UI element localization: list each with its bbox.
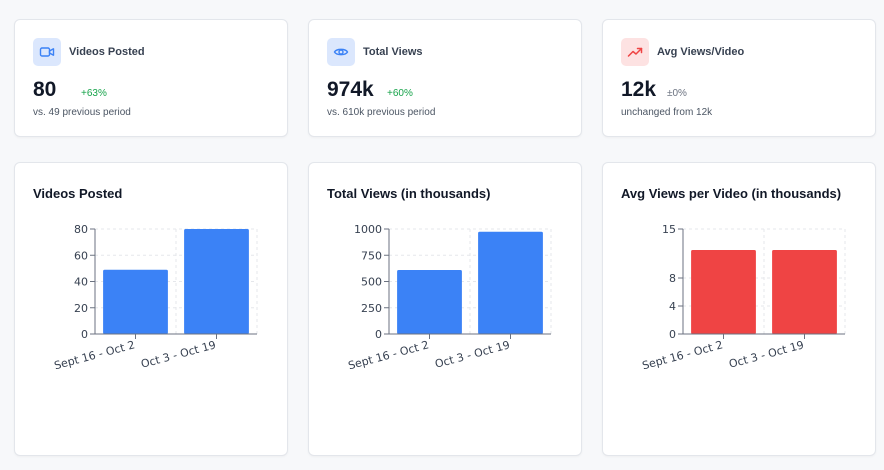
y-tick-label: 500 bbox=[361, 276, 382, 289]
y-tick-label: 80 bbox=[74, 223, 88, 236]
y-tick-label: 20 bbox=[74, 302, 88, 315]
stat-change: +63% bbox=[81, 88, 107, 99]
total-views-chart: 0 250 500 750 1000 Sept 16 - Oct 2 Oct 3 - Oct… bbox=[347, 223, 552, 372]
x-tick-label: Oct 3 - Oct 19 bbox=[140, 338, 218, 370]
y-tick-label: 750 bbox=[361, 249, 382, 262]
y-tick-label: 4 bbox=[669, 300, 676, 313]
stat-value: 974k bbox=[327, 78, 374, 101]
x-tick-label: Sept 16 - Oct 2 bbox=[53, 338, 137, 372]
eye-icon bbox=[333, 48, 349, 56]
bar bbox=[397, 269, 462, 334]
y-tick-label: 250 bbox=[361, 302, 382, 315]
bar bbox=[691, 250, 756, 334]
chart-title: Total Views (in thousands) bbox=[327, 186, 491, 201]
y-tick-label: 1000 bbox=[354, 223, 382, 236]
trend-up-icon bbox=[627, 47, 643, 57]
chart-title: Videos Posted bbox=[33, 186, 123, 201]
x-tick-label: Sept 16 - Oct 2 bbox=[641, 338, 725, 372]
chart-card-videos-posted: Videos Posted 0 20 40 60 80 Sept 16 - Oct 2 Oc… bbox=[14, 162, 288, 456]
x-tick-label: Oct 3 - Oct 19 bbox=[434, 338, 512, 370]
y-tick-label: 0 bbox=[81, 328, 88, 341]
x-tick-label: Sept 16 - Oct 2 bbox=[347, 338, 431, 372]
x-tick-label: Oct 3 - Oct 19 bbox=[728, 338, 806, 370]
stat-change: +60% bbox=[387, 88, 413, 99]
bar bbox=[184, 229, 249, 334]
stat-label: Total Views bbox=[363, 46, 423, 58]
y-tick-label: 40 bbox=[74, 276, 88, 289]
chart-title: Avg Views per Video (in thousands) bbox=[621, 186, 842, 201]
y-tick-label: 15 bbox=[662, 223, 676, 236]
bar bbox=[772, 250, 837, 334]
stat-value: 12k bbox=[621, 78, 657, 101]
stat-subtext: vs. 49 previous period bbox=[33, 107, 131, 118]
stat-card-avg-views: Avg Views/Video 12k ±0% unchanged from 1… bbox=[602, 19, 876, 137]
video-icon-box bbox=[33, 38, 61, 66]
bar bbox=[103, 269, 168, 334]
chart-card-total-views: Total Views (in thousands) 0 250 500 750 100… bbox=[308, 162, 582, 456]
avg-views-chart: 0 4 8 15 Sept 16 - Oct 2 Oct 3 - Oct 19 bbox=[641, 223, 846, 372]
stat-card-total-views: Total Views 974k +60% vs. 610k previous … bbox=[308, 19, 582, 137]
stat-label: Avg Views/Video bbox=[657, 46, 745, 58]
video-icon bbox=[39, 47, 55, 57]
y-tick-label: 8 bbox=[669, 272, 676, 285]
trend-up-icon-box bbox=[621, 38, 649, 66]
chart-card-avg-views: Avg Views per Video (in thousands) 0 4 8 15… bbox=[602, 162, 876, 456]
stat-change: ±0% bbox=[667, 88, 687, 99]
videos-posted-chart: 0 20 40 60 80 Sept 16 - Oct 2 Oct 3 - Oct 19 bbox=[53, 223, 258, 372]
stat-label: Videos Posted bbox=[69, 46, 145, 58]
stat-value: 80 bbox=[33, 78, 57, 101]
y-tick-label: 0 bbox=[375, 328, 382, 341]
y-tick-label: 60 bbox=[74, 249, 88, 262]
y-tick-label: 0 bbox=[669, 328, 676, 341]
stat-card-videos-posted: Videos Posted 80 +63% vs. 49 previous pe… bbox=[14, 19, 288, 137]
bar bbox=[478, 231, 543, 334]
stat-subtext: unchanged from 12k bbox=[621, 107, 713, 118]
eye-icon-box bbox=[327, 38, 355, 66]
stat-subtext: vs. 610k previous period bbox=[327, 107, 436, 118]
